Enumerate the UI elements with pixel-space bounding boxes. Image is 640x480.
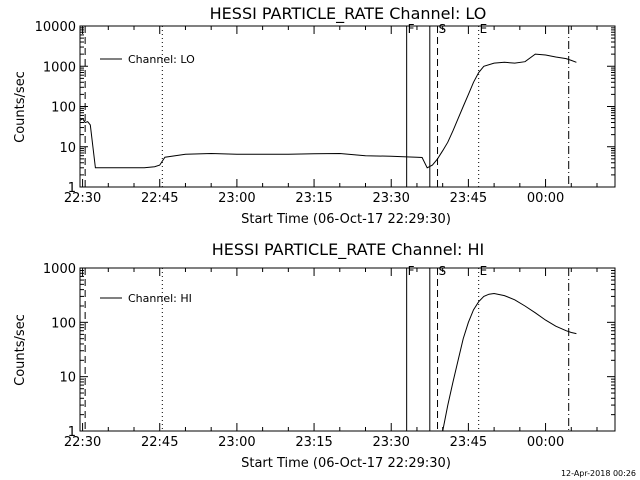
hi-channel-panel: HESSI PARTICLE_RATE Channel: HI Counts/s… bbox=[13, 240, 616, 471]
lo-y-tick-label: 100 bbox=[51, 101, 76, 116]
hi-x-tick-label: 23:30 bbox=[372, 435, 409, 450]
lo-event-marker-label: S bbox=[439, 22, 447, 36]
lo-legend-label: Channel: LO bbox=[128, 53, 195, 66]
lo-x-tick-label: 22:45 bbox=[141, 191, 178, 206]
lo-x-tick-label: 23:30 bbox=[372, 191, 409, 206]
lo-event-marker-label: E bbox=[480, 22, 488, 36]
hi-y-tick-label: 100 bbox=[51, 316, 76, 331]
hi-x-tick-label: 23:00 bbox=[218, 435, 255, 450]
lo-channel-panel: HESSI PARTICLE_RATE Channel: LO Counts/s… bbox=[13, 4, 616, 227]
lo-x-axis-label: Start Time (06-Oct-17 22:29:30) bbox=[241, 212, 451, 227]
lo-x-tick-label: 23:45 bbox=[450, 191, 487, 206]
hi-x-tick-label: 23:15 bbox=[295, 435, 332, 450]
hi-x-tick-label: 22:45 bbox=[141, 435, 178, 450]
lo-series-line bbox=[79, 53, 577, 169]
lo-x-tick-label: 22:30 bbox=[64, 191, 101, 206]
hi-legend-label: Channel: HI bbox=[128, 292, 192, 305]
lo-x-tick-label: 23:00 bbox=[218, 191, 255, 206]
hi-x-axis-label: Start Time (06-Oct-17 22:29:30) bbox=[241, 456, 451, 471]
hi-event-marker-label: F bbox=[408, 264, 415, 278]
lo-y-tick-label: 1 bbox=[68, 181, 76, 196]
hi-y-tick-label: 10 bbox=[59, 371, 76, 386]
lo-chart-title: HESSI PARTICLE_RATE Channel: LO bbox=[210, 4, 487, 24]
hi-chart-title: HESSI PARTICLE_RATE Channel: HI bbox=[212, 240, 485, 260]
lo-event-marker-label: F bbox=[408, 22, 415, 36]
lo-y-axis-label: Counts/sec bbox=[13, 71, 28, 143]
hi-y-tick-label: 1000 bbox=[43, 262, 76, 277]
lo-y-tick-label: 1000 bbox=[43, 60, 76, 75]
lo-x-tick-label: 23:15 bbox=[295, 191, 332, 206]
hi-x-tick-label: 23:45 bbox=[450, 435, 487, 450]
hi-x-tick-label: 00:00 bbox=[527, 435, 564, 450]
hi-event-marker-label: S bbox=[439, 264, 447, 278]
hi-y-tick-label: 1 bbox=[68, 425, 76, 440]
footer-timestamp: 12-Apr-2018 00:26 bbox=[561, 469, 636, 478]
lo-plot-frame bbox=[79, 25, 616, 188]
hi-series-line bbox=[442, 292, 577, 432]
lo-x-tick-label: 00:00 bbox=[527, 191, 564, 206]
hi-x-tick-label: 22:30 bbox=[64, 435, 101, 450]
lo-y-tick-label: 10000 bbox=[35, 20, 76, 35]
hi-event-marker-label: E bbox=[480, 264, 488, 278]
hi-y-axis-label: Counts/sec bbox=[13, 314, 28, 386]
lo-y-tick-label: 10 bbox=[59, 141, 76, 156]
